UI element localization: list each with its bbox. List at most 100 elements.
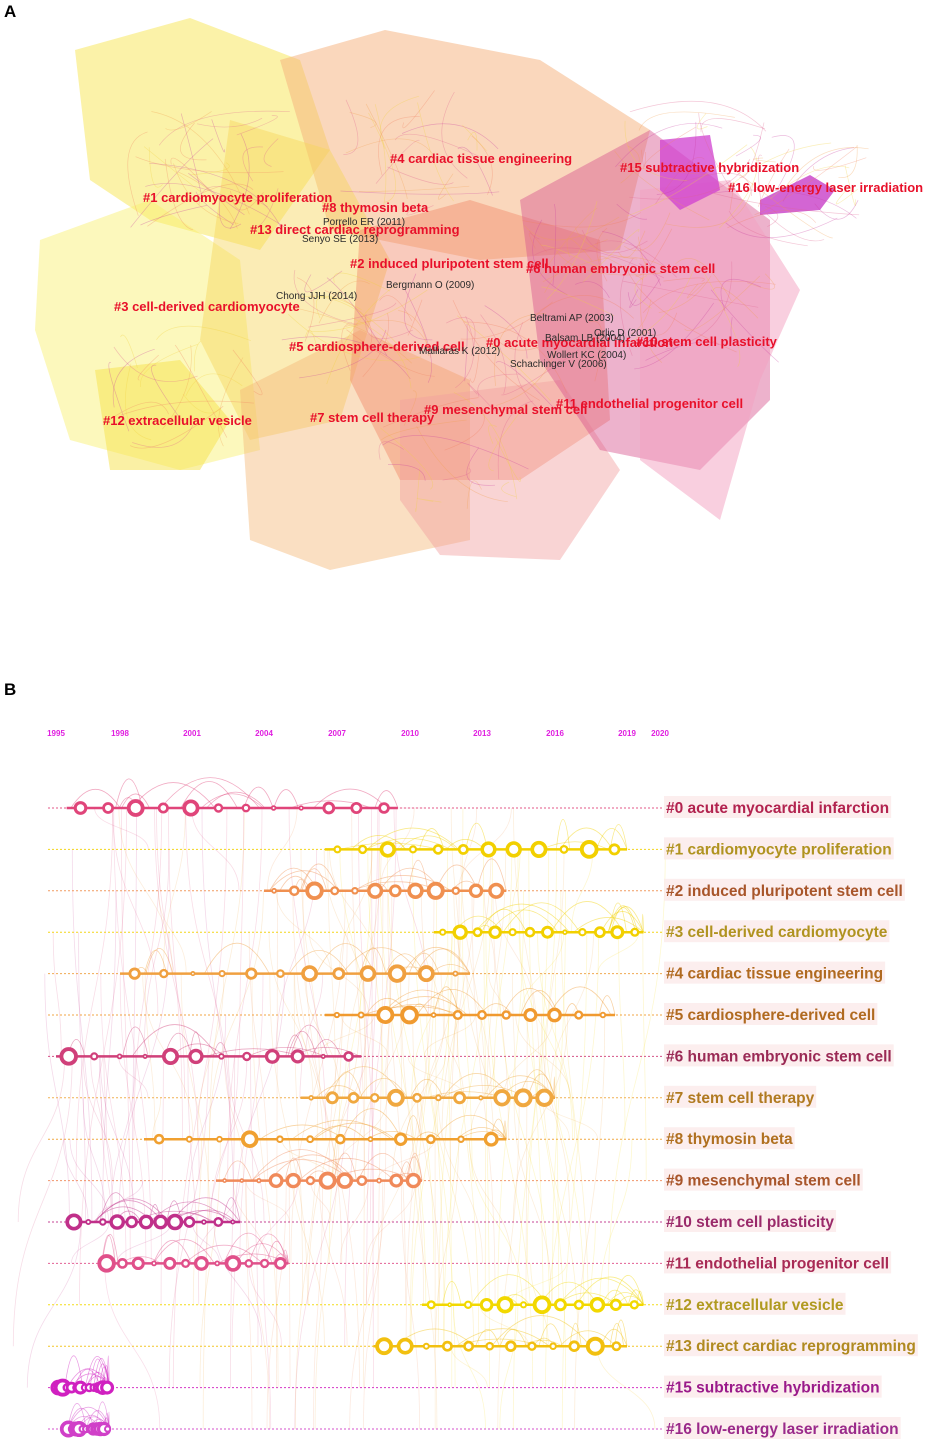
citation-edge (406, 205, 434, 216)
citation-flow (400, 1180, 420, 1430)
timeline-arc (402, 947, 471, 974)
timeline-node (216, 1135, 223, 1143)
citation-edge (534, 247, 665, 279)
citation-edge (494, 313, 546, 386)
timeline-node (387, 964, 407, 983)
timeline-node (117, 1258, 128, 1269)
timeline-node (306, 1135, 315, 1144)
timeline-label: #15 subtractive hybridization (666, 1380, 880, 1397)
timeline-node (128, 967, 141, 980)
timeline-node (153, 1133, 165, 1145)
timeline-arc (609, 1323, 625, 1347)
citation-flow (412, 1014, 440, 1305)
timeline-node (357, 844, 368, 855)
timeline-arc (243, 786, 274, 809)
citation-edge (477, 373, 521, 397)
timeline-node (519, 1301, 528, 1309)
timeline-label: #2 induced pluripotent stem cell (666, 883, 903, 900)
timeline-node (350, 802, 363, 815)
timeline-label: #0 acute myocardial infarction (666, 800, 889, 817)
citation-flow (521, 932, 565, 1016)
timeline-node (435, 1094, 442, 1102)
panel-a-letter: A (4, 2, 17, 21)
citation-flow (143, 849, 170, 1057)
citation-edge (403, 390, 417, 426)
citation-edge (466, 447, 496, 486)
timeline-arc (341, 947, 421, 974)
timeline-arc (408, 952, 440, 974)
timeline-node (463, 1300, 473, 1310)
timeline-arc (518, 1069, 556, 1098)
timeline-arc (407, 1153, 423, 1181)
citation-flow (96, 1180, 144, 1223)
timeline-row: #7 stem cell therapy (48, 1066, 817, 1108)
citation-edge (835, 187, 859, 205)
citation-edge (484, 305, 528, 359)
timeline-node (468, 883, 484, 899)
timeline-arc (405, 1115, 422, 1140)
citation-edge (120, 334, 138, 368)
citation-edge (765, 205, 779, 227)
timeline-node (102, 802, 114, 814)
citation-edge (374, 104, 387, 209)
citation-edge (158, 110, 290, 146)
citation-flow (560, 890, 590, 1347)
timeline-node (508, 928, 517, 937)
citation-flow (213, 1221, 263, 1347)
timeline-node (430, 1012, 437, 1018)
citation-edge (539, 207, 598, 277)
timeline-arc (601, 1289, 629, 1305)
timeline-node (131, 1256, 145, 1271)
timeline-node (183, 1216, 196, 1228)
citation-edge (540, 244, 604, 270)
citation-edge (182, 393, 222, 414)
citation-flow (113, 807, 152, 1264)
citation-flow (82, 1097, 106, 1223)
timeline-arc (381, 989, 465, 1016)
citation-edge (281, 336, 411, 380)
citation-flow (121, 807, 131, 1264)
citation-flow (131, 807, 137, 1223)
cluster-region-vesicle (95, 360, 230, 470)
timeline-arc (206, 791, 266, 809)
timeline-arc (122, 1026, 149, 1057)
timeline-arc (576, 1276, 644, 1306)
citation-edge (725, 217, 838, 239)
citation-edge (813, 157, 867, 171)
timeline-node (125, 1215, 138, 1229)
citation-edge (401, 123, 499, 150)
timeline-node (100, 1380, 115, 1395)
citation-edge (710, 289, 779, 363)
cluster-region-orange-bottom (240, 330, 470, 570)
citation-flow (205, 1056, 239, 1264)
timeline-arc (248, 1233, 289, 1264)
timeline-node (585, 1336, 605, 1356)
citation-flow (479, 1304, 530, 1347)
timeline-arc (415, 1131, 442, 1140)
citation-edge (394, 133, 484, 159)
timeline-node (432, 844, 444, 855)
timeline-arc (416, 989, 488, 1016)
citation-edge (682, 172, 752, 197)
citation-edge (712, 287, 759, 319)
citation-flow (541, 1014, 571, 1223)
citation-edge (616, 203, 648, 220)
timeline-arc (470, 1274, 548, 1306)
timeline-row: #0 acute myocardial infarction (48, 777, 892, 818)
citation-flow (239, 973, 264, 1264)
timeline-row: #15 subtractive hybridization (48, 1355, 882, 1398)
timeline-node (376, 1005, 395, 1024)
timeline-arc (285, 1034, 305, 1057)
citation-edge (629, 100, 767, 132)
citation-edge (566, 238, 593, 261)
timeline-node (166, 1213, 184, 1231)
timeline-node (276, 969, 285, 978)
citation-edge (365, 103, 408, 199)
citation-edge (380, 419, 467, 441)
timeline-node (151, 1260, 157, 1267)
timeline-node (163, 1256, 177, 1270)
timeline-arc (121, 793, 150, 809)
cluster-label-c15: #15 subtractive hybridization (620, 160, 799, 175)
timeline-arc (600, 911, 644, 933)
timeline-node (396, 1337, 414, 1355)
